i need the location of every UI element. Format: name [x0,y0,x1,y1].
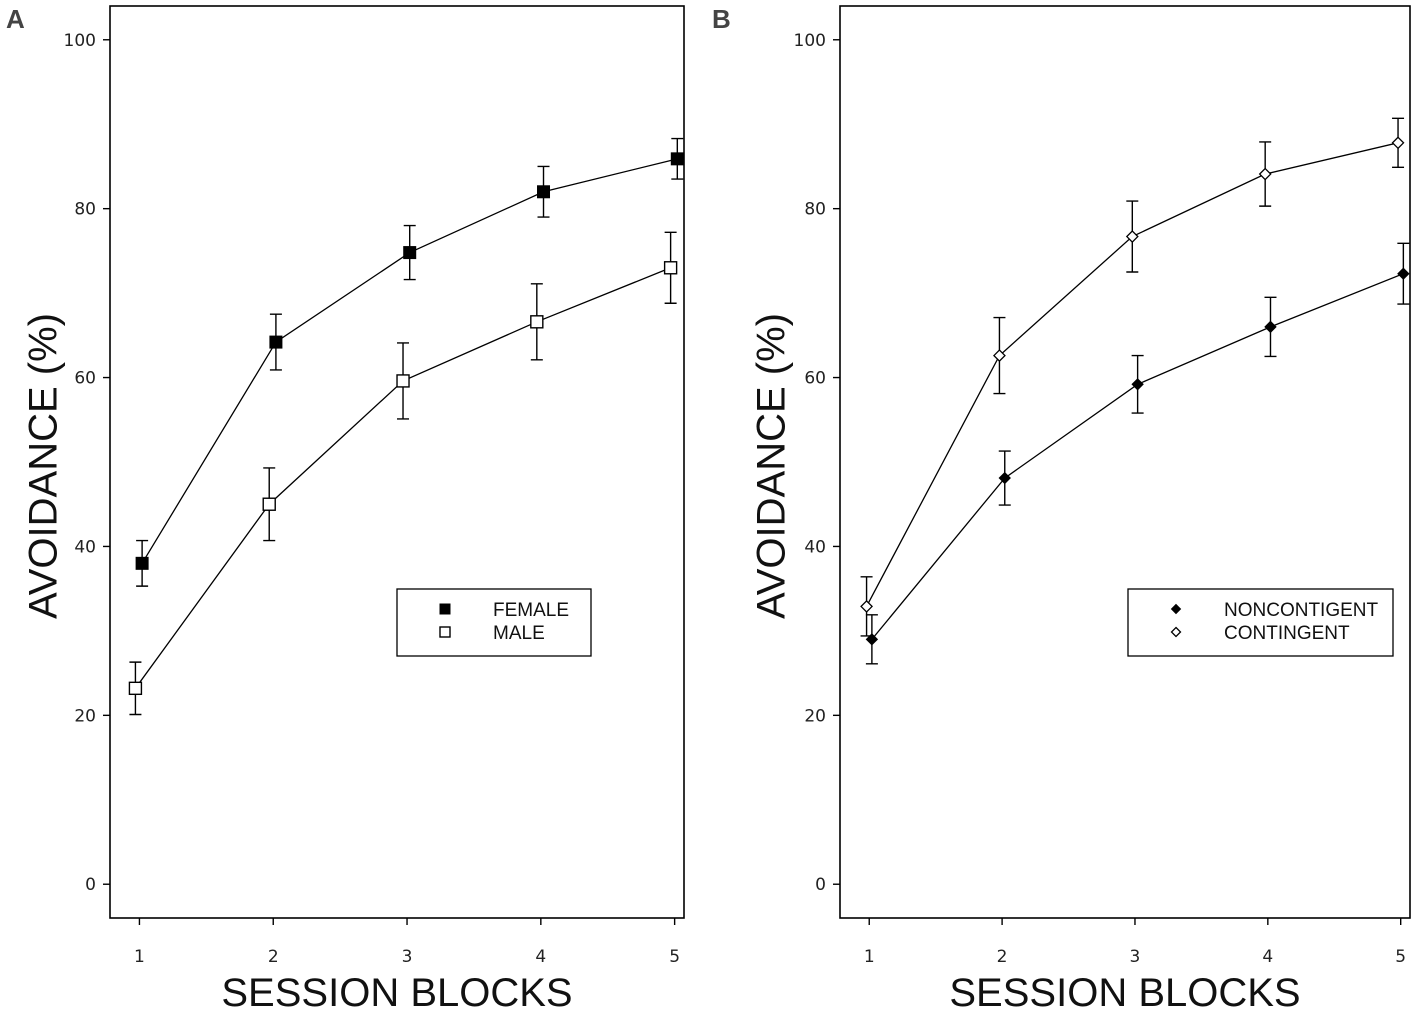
data-point [135,556,149,570]
legend-label: MALE [493,623,545,644]
x-tick-label: 1 [134,947,145,967]
legend-marker [1170,603,1182,615]
x-tick-label: 2 [268,947,279,967]
data-point [993,349,1006,363]
panel-a: A 0 20 40 60 80 100 1 2 3 4 5 AVOIDANCE (%) SESSION B… [6,4,685,1012]
data-point [537,185,551,199]
data-point [998,471,1011,485]
y-axis-title: AVOIDANCE (%) [22,313,66,619]
data-point [269,335,283,349]
panel-letter: B [712,4,731,34]
y-tick-label: 40 [74,537,96,557]
data-point [1131,378,1144,391]
x-tick-label: 2 [997,947,1008,967]
data-point [128,681,143,696]
legend-marker [1170,626,1182,638]
y-tick-label: 80 [74,200,96,220]
plot-frame [109,5,685,919]
data-point [1264,320,1277,334]
series-line [141,158,678,564]
panel-letter: A [6,4,25,34]
x-tick-label: 4 [535,947,546,967]
series-female [135,137,684,587]
y-tick-label: 0 [85,875,96,895]
x-tick-label: 5 [1395,947,1406,967]
data-point [860,599,873,613]
data-point [1391,136,1405,150]
y-tick-label: 100 [794,31,826,51]
x-tick-label: 5 [669,947,680,967]
y-tick-label: 20 [804,706,826,726]
y-tick-label: 60 [74,369,96,389]
x-axis-title: SESSION BLOCKS [949,971,1300,1012]
legend-label: NONCONTIGENT [1224,600,1379,621]
y-axis-title: AVOIDANCE (%) [750,313,794,619]
data-point [403,246,417,260]
data-point [530,315,544,329]
legend-marker [439,626,451,638]
panel-b: B 0 20 40 60 80 100 1 2 3 4 5 AVOIDANCE (%) SESSION B… [712,4,1411,1012]
series-contingent [860,117,1405,637]
series-noncontigent [865,242,1410,665]
data-point [670,152,684,166]
legend-marker [439,603,451,615]
data-point [1258,167,1272,181]
y-tick-label: 100 [64,31,96,51]
data-point [262,497,276,511]
y-tick-label: 80 [804,200,826,220]
data-point [1397,267,1410,280]
y-tick-label: 40 [804,537,826,557]
y-tick-label: 0 [815,875,826,895]
data-point [663,261,678,275]
plot-frame [839,5,1411,919]
data-point [396,374,410,388]
x-tick-label: 3 [402,947,413,967]
x-tick-label: 4 [1262,947,1273,967]
x-tick-label: 1 [864,947,875,967]
x-tick-label: 3 [1130,947,1141,967]
legend-box [396,588,592,657]
legend-label: FEMALE [493,600,569,621]
series-line [871,273,1404,640]
legend-label: CONTINGENT [1224,623,1350,644]
y-tick-label: 60 [804,369,826,389]
y-tick-label: 20 [74,706,96,726]
series-male [128,231,678,716]
data-point [1125,230,1139,243]
legend-box [1127,588,1394,657]
x-axis-title: SESSION BLOCKS [221,971,572,1012]
